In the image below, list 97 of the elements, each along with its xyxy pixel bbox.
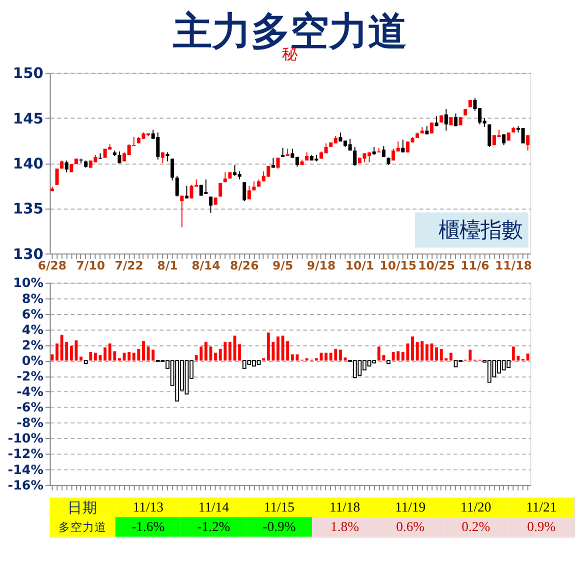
y-tick-label: 150 — [12, 65, 44, 82]
category-label: 11/13 — [132, 499, 164, 514]
y-tick-label: -8% — [16, 415, 44, 430]
bar — [84, 360, 88, 364]
y-tick-label: 6% — [22, 306, 44, 322]
y-tick-label: 0% — [22, 352, 44, 368]
y-tick-label: 8% — [22, 290, 44, 306]
y-tick-label: 10% — [13, 275, 44, 290]
data-label: -0.9% — [262, 518, 296, 534]
x-tick-label: 9/5 — [272, 258, 294, 273]
bar — [425, 344, 428, 361]
candlestick — [170, 158, 174, 181]
candlestick — [64, 160, 68, 173]
candlestick — [454, 113, 458, 127]
bar — [324, 352, 328, 361]
bar — [526, 354, 530, 361]
data-label: 1.8% — [330, 518, 359, 534]
data-label: 0.2% — [462, 518, 490, 534]
bar — [70, 346, 73, 361]
data-label: 0.9% — [527, 518, 556, 534]
bar — [435, 347, 438, 361]
category-label: 11/19 — [394, 499, 426, 514]
y-tick-label: -2% — [16, 368, 44, 384]
y-tick-label: 145 — [12, 110, 44, 128]
data-label: -1.6% — [132, 518, 165, 534]
y-tick-label: -12% — [8, 446, 44, 462]
category-label: 11/18 — [329, 499, 360, 514]
candlestick — [252, 180, 256, 191]
bar — [50, 354, 54, 361]
x-tick-label: 10/1 — [345, 258, 374, 273]
x-tick-label: 7/10 — [76, 258, 105, 273]
category-label: 11/21 — [526, 499, 557, 514]
bar — [290, 354, 294, 361]
y-tick-label: -4% — [16, 384, 44, 400]
candlestick — [218, 182, 222, 198]
y-tick-label: 4% — [22, 322, 44, 337]
bar — [314, 358, 318, 361]
y-tick-label: 140 — [12, 156, 44, 173]
bar — [118, 358, 121, 361]
bar — [262, 358, 266, 361]
bar — [56, 343, 58, 361]
data-label: 0.6% — [396, 518, 425, 534]
annotation: 櫃檯指數 — [438, 218, 522, 243]
candlestick — [401, 139, 405, 153]
data-label: -1.2% — [197, 518, 230, 534]
candlestick — [247, 185, 251, 200]
bar — [128, 352, 131, 361]
candlestick — [444, 108, 448, 132]
x-tick-label: 6/28 — [38, 258, 67, 273]
candlestick — [184, 185, 188, 199]
candlestick — [353, 146, 357, 166]
bar — [214, 352, 218, 361]
bar — [411, 336, 414, 361]
candlestick — [208, 196, 212, 214]
candlestick — [526, 134, 530, 152]
candlestick — [166, 152, 170, 162]
bar — [94, 352, 97, 361]
bar — [80, 356, 82, 361]
y-tick-label: -16% — [8, 477, 44, 492]
x-tick-label: 8/14 — [192, 258, 220, 273]
x-tick-label: 10/15 — [380, 258, 417, 273]
bar — [386, 360, 390, 364]
category-label: 11/20 — [460, 499, 492, 514]
bar — [449, 352, 452, 361]
bar — [104, 347, 107, 361]
x-tick-label: 9/18 — [306, 258, 336, 273]
y-tick-label: -10% — [8, 430, 44, 446]
y-tick-label: 135 — [12, 200, 44, 218]
candlestick — [175, 175, 179, 198]
y-tick-label: -14% — [8, 462, 44, 477]
category-label: 11/15 — [264, 499, 295, 514]
y-tick-label: 2% — [22, 337, 44, 352]
bar — [228, 342, 232, 361]
candlestick — [488, 124, 492, 148]
bar — [276, 336, 280, 361]
bar — [204, 342, 208, 361]
candlestick — [281, 147, 285, 158]
bar — [401, 352, 404, 361]
bar — [338, 350, 342, 361]
category-label: 11/14 — [198, 499, 230, 514]
bar — [89, 352, 92, 361]
text: 日期 — [68, 499, 98, 516]
candlestick — [430, 122, 434, 134]
candlestick — [382, 146, 386, 158]
series-label: 多空力道 — [58, 520, 107, 534]
x-tick-label: 11/18 — [494, 258, 532, 273]
bar — [238, 344, 242, 361]
x-tick-label: 11/6 — [460, 258, 490, 273]
x-tick-label: 8/26 — [230, 258, 259, 273]
candlestick — [180, 195, 184, 228]
x-tick-label: 8/1 — [157, 258, 178, 273]
bar — [142, 341, 145, 361]
x-tick-label: 7/22 — [114, 258, 144, 273]
x-tick-label: 10/25 — [418, 258, 455, 273]
candlestick — [242, 182, 246, 202]
candlestick — [55, 168, 59, 186]
y-tick-label: -6% — [16, 400, 44, 415]
